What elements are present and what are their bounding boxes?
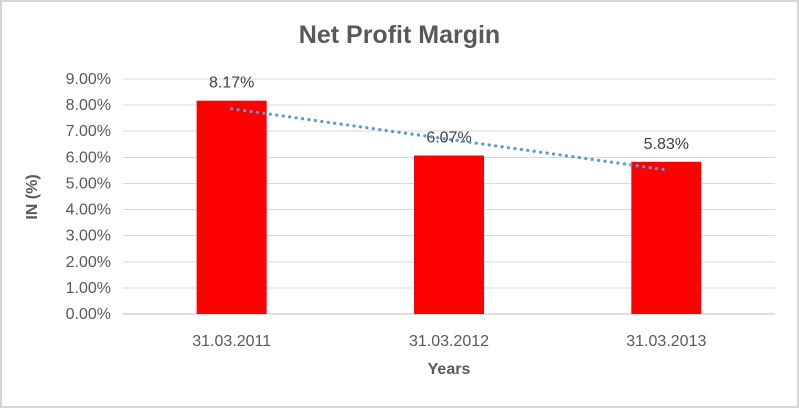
bar [414,155,484,314]
y-tick-label: 5.00% [66,175,111,192]
bar [631,161,702,314]
y-axis-title: IN (%) [24,174,41,220]
y-tick-label: 9.00% [66,71,111,88]
y-tick-label: 3.00% [66,228,111,245]
x-category-label: 31.03.2012 [409,333,489,350]
chart-title: Net Profit Margin [298,21,501,49]
y-tick-label: 1.00% [66,280,111,297]
bar [196,100,267,314]
bar-data-label: 5.83% [644,136,689,153]
trendline [230,107,668,172]
y-tick-label: 8.00% [66,97,111,114]
y-tick-label: 0.00% [66,306,111,323]
bar-data-label: 8.17% [209,75,254,92]
x-category-label: 31.03.2011 [192,333,271,350]
x-category-label: 31.03.2013 [626,333,706,350]
y-tick-label: 4.00% [66,202,111,219]
bar-data-label: 6.07% [426,130,471,147]
y-tick-label: 2.00% [66,254,111,271]
y-tick-label: 7.00% [66,123,111,140]
y-tick-label: 6.00% [66,149,111,166]
x-axis-title: Years [427,361,471,378]
